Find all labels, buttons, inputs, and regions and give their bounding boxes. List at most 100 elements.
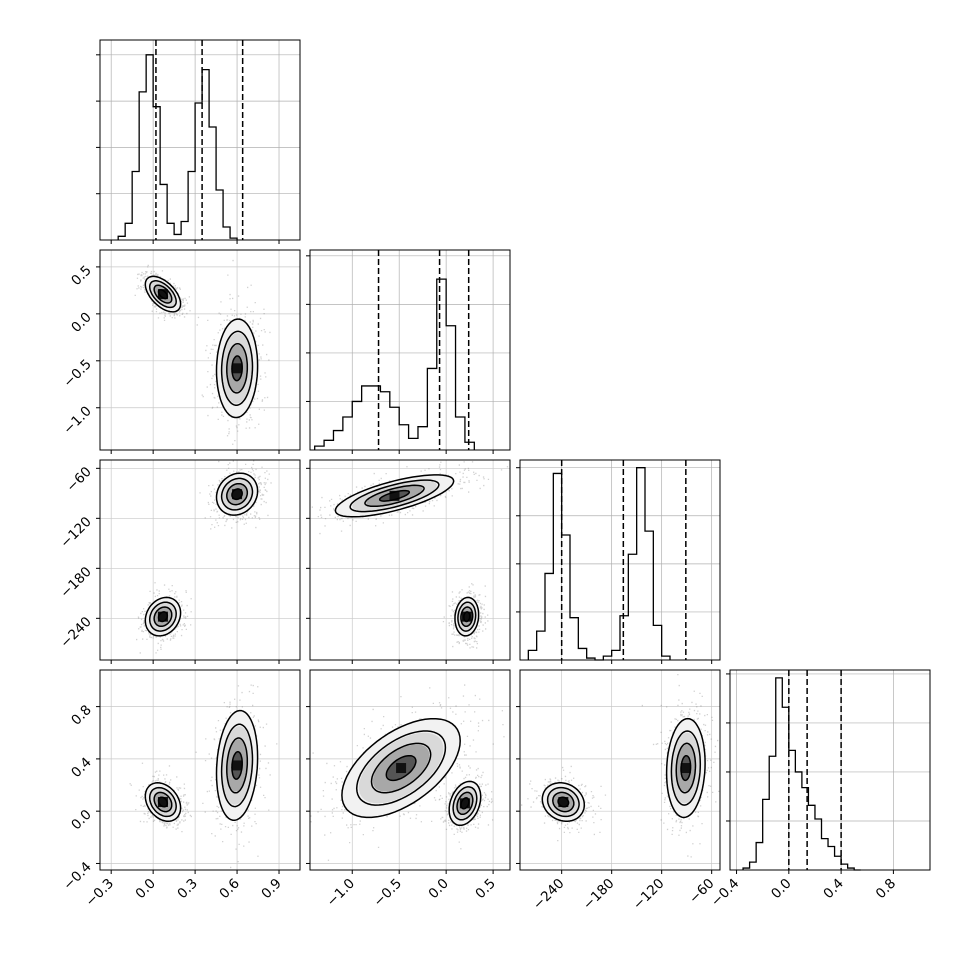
histogram-steps xyxy=(742,677,861,871)
contour-line xyxy=(153,606,173,628)
panel-frame xyxy=(99,459,301,661)
contour-line xyxy=(231,355,243,382)
density-peak xyxy=(157,797,168,808)
x-tick-label: 0.6 xyxy=(216,876,243,903)
panel-content xyxy=(311,461,509,649)
contour-line xyxy=(355,730,447,806)
contour-line xyxy=(226,342,249,394)
contour-line xyxy=(557,796,570,808)
scatter-points xyxy=(136,582,192,654)
x-tick-label: 0.4 xyxy=(820,876,847,903)
scatter-panel-0-2 xyxy=(99,459,301,661)
contour-line xyxy=(546,786,580,818)
hist-panel-0 xyxy=(96,39,301,241)
density-peak xyxy=(232,363,243,374)
density-peak xyxy=(680,763,691,774)
x-tick-label: 0.0 xyxy=(425,876,452,903)
panel-content xyxy=(310,684,505,861)
x-tick-label: 0.9 xyxy=(258,876,285,903)
y-tick-label: −1.0 xyxy=(60,403,94,437)
contour-line xyxy=(541,782,586,822)
contour-line xyxy=(148,786,177,818)
x-tick-label: −180 xyxy=(580,876,618,914)
panel-frame xyxy=(729,669,931,871)
y-tick-label: 0.4 xyxy=(68,754,95,781)
contour-line xyxy=(153,791,173,813)
contour-line xyxy=(215,318,259,419)
contour-line xyxy=(226,482,249,506)
y-tick-label: −0.5 xyxy=(60,356,94,390)
panel-content xyxy=(134,259,271,445)
density-peak xyxy=(232,760,243,771)
panel-frame xyxy=(519,459,721,661)
y-tick-label: −0.4 xyxy=(60,859,94,893)
panel-frame xyxy=(309,249,511,451)
contour-line xyxy=(454,596,480,637)
scatter-points xyxy=(641,674,720,858)
y-tick-label: 0.0 xyxy=(68,309,95,336)
y-tick-label: −60 xyxy=(63,464,94,495)
density-peak xyxy=(558,797,569,808)
contour-line xyxy=(349,479,440,513)
contour-line xyxy=(370,742,432,794)
density-peak xyxy=(461,611,472,622)
x-tick-label: −120 xyxy=(630,876,668,914)
contour-line xyxy=(220,330,254,406)
panel-frame xyxy=(99,249,301,451)
hist-background xyxy=(730,670,930,870)
contour-line xyxy=(457,601,477,632)
contour-line xyxy=(385,754,417,782)
scatter-panel-0-1 xyxy=(99,249,301,451)
contour-line xyxy=(665,717,706,819)
contour-line xyxy=(680,754,692,782)
histogram-steps xyxy=(117,54,238,240)
density-peak xyxy=(157,611,168,622)
density-peak xyxy=(389,490,400,501)
x-tick-label: 0.8 xyxy=(873,876,900,903)
scatter-panel-0-3 xyxy=(99,669,301,871)
y-tick-label: −120 xyxy=(57,514,95,552)
contour-line xyxy=(675,742,697,794)
x-tick-label: −0.5 xyxy=(371,876,405,910)
panel-frame xyxy=(519,669,721,871)
contour-line xyxy=(144,275,182,313)
contour-line xyxy=(364,484,425,508)
panel-content xyxy=(521,674,720,858)
contour-line xyxy=(670,730,702,806)
x-tick-label: −1.0 xyxy=(324,876,358,910)
hist-panel-2 xyxy=(516,459,721,661)
contour-line xyxy=(378,489,411,502)
panel-frame xyxy=(309,669,511,871)
hist-panel-3 xyxy=(726,669,931,871)
x-tick-label: 0.0 xyxy=(768,876,795,903)
contour-line xyxy=(144,596,182,637)
x-tick-label: 0.0 xyxy=(132,876,159,903)
y-tick-label: 0.0 xyxy=(68,807,95,834)
density-peak xyxy=(396,763,407,774)
scatter-panel-1-2 xyxy=(309,459,511,661)
contour-line xyxy=(452,786,478,821)
contour-line xyxy=(460,606,474,628)
contour-line xyxy=(552,791,575,813)
scatter-points xyxy=(442,583,489,649)
scatter-panel-1-3 xyxy=(309,669,511,871)
x-tick-label: 0.3 xyxy=(174,876,201,903)
contour-line xyxy=(448,780,482,827)
density-peak xyxy=(459,798,470,809)
panel-content xyxy=(129,684,278,869)
x-tick-label: −0.4 xyxy=(708,876,742,910)
x-tick-label: −240 xyxy=(530,876,568,914)
scatter-panel-2-3 xyxy=(519,669,721,871)
panel-frame xyxy=(99,39,301,241)
contour-line xyxy=(231,750,243,780)
density-peak xyxy=(232,489,243,500)
contour-line xyxy=(157,288,169,300)
contour-line xyxy=(226,737,249,794)
contour-line xyxy=(460,797,470,810)
hist-background xyxy=(310,250,510,450)
contour-line xyxy=(215,472,259,516)
contour-line xyxy=(231,488,243,501)
contour-line xyxy=(215,709,259,822)
contour-line xyxy=(148,280,177,309)
